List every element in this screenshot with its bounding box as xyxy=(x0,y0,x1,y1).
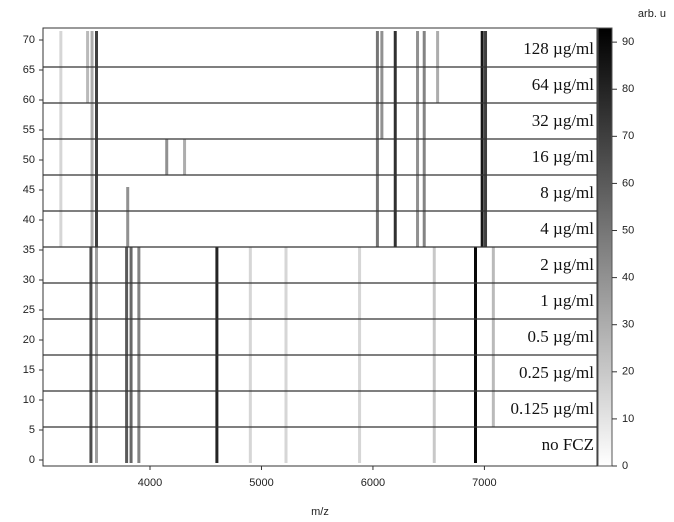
group-label: 16 µg/ml xyxy=(532,147,594,166)
y-tick-label: 15 xyxy=(23,364,35,376)
y-tick-label: 20 xyxy=(23,334,35,346)
y-tick-label: 60 xyxy=(23,94,35,106)
group-label: 32 µg/ml xyxy=(532,111,594,130)
y-tick-label: 25 xyxy=(23,304,35,316)
colorbar xyxy=(597,27,613,467)
group-label: no FCZ xyxy=(542,435,594,454)
group-label-bg xyxy=(538,434,596,454)
colorbar-tick-label: 10 xyxy=(622,413,634,425)
peak-band xyxy=(491,247,495,427)
peak-band xyxy=(126,187,130,247)
colorbar-tick-label: 40 xyxy=(622,272,634,284)
group-label-bg xyxy=(528,146,597,166)
y-tick-label: 55 xyxy=(23,124,35,136)
y-tick-label: 35 xyxy=(23,244,35,256)
group-label: 0.5 µg/ml xyxy=(528,327,595,346)
group-label: 128 µg/ml xyxy=(523,39,594,58)
colorbar-tick-label: 80 xyxy=(622,83,634,95)
x-tick-label: 6000 xyxy=(361,477,385,489)
colorbar-tick-label: 0 xyxy=(622,460,628,472)
colorbar-tick-label: 20 xyxy=(622,366,634,378)
group-label: 4 µg/ml xyxy=(540,219,594,238)
y-tick-label: 45 xyxy=(23,184,35,196)
y-tick-label: 30 xyxy=(23,274,35,286)
group-label-bg xyxy=(537,254,597,274)
y-tick-label: 70 xyxy=(23,34,35,46)
group-label: 8 µg/ml xyxy=(540,183,594,202)
x-tick-label: 4000 xyxy=(138,477,162,489)
group-label: 0.25 µg/ml xyxy=(519,363,594,382)
group-label-bg xyxy=(537,290,597,310)
group-label-bg xyxy=(524,326,597,346)
plot-frame xyxy=(42,27,598,467)
group-label: 64 µg/ml xyxy=(532,75,594,94)
group-label-bg xyxy=(528,110,597,130)
group-label-bg xyxy=(516,362,597,382)
x-tick-label: 7000 xyxy=(472,477,496,489)
y-tick-label: 10 xyxy=(23,394,35,406)
colorbar-tick-label: 50 xyxy=(622,224,634,236)
peak-band xyxy=(380,31,384,139)
colorbar-tick-label: 30 xyxy=(622,319,634,331)
y-tick-label: 0 xyxy=(29,454,35,466)
group-label-bg xyxy=(507,398,597,418)
group-label: 0.125 µg/ml xyxy=(511,399,595,418)
group-label: 2 µg/ml xyxy=(540,255,594,274)
group-label-bg xyxy=(537,218,597,238)
colorbar-tick-label: 60 xyxy=(622,177,634,189)
y-tick-label: 65 xyxy=(23,64,35,76)
y-tick-label: 40 xyxy=(23,214,35,226)
group-label-bg xyxy=(528,74,597,94)
colorbar-tick-label: 70 xyxy=(622,130,634,142)
y-tick-label: 5 xyxy=(29,424,35,436)
peak-band xyxy=(183,139,187,175)
x-tick-label: 5000 xyxy=(249,477,273,489)
colorbar-tick-label: 90 xyxy=(622,36,634,48)
colorbar-label: arb. u xyxy=(638,8,666,20)
group-label-bg xyxy=(537,182,597,202)
group-label-bg xyxy=(520,38,597,58)
x-axis-label: m/z xyxy=(311,506,329,518)
y-tick-label: 50 xyxy=(23,154,35,166)
peak-band xyxy=(165,139,169,175)
group-label: 1 µg/ml xyxy=(540,291,594,310)
